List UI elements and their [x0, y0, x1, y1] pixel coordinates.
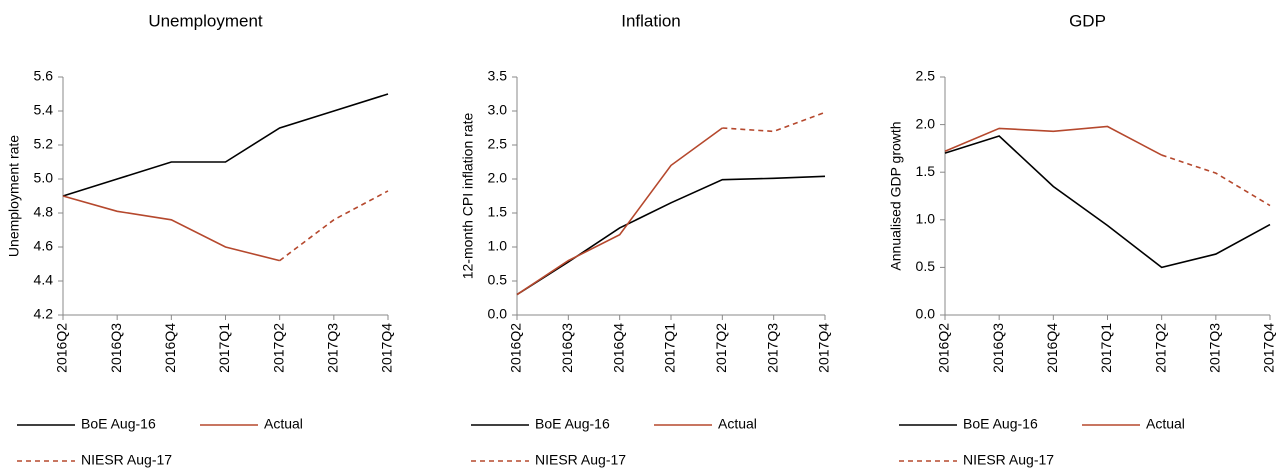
x-tick-label: 2017Q3	[764, 323, 780, 373]
y-tick-label: 2.0	[916, 115, 936, 131]
y-tick-label: 2.5	[916, 68, 936, 84]
legend-label: NIESR Aug-17	[535, 452, 626, 468]
legend-label: Actual	[1146, 416, 1185, 432]
legend-label: BoE Aug-16	[81, 416, 156, 432]
series-line	[516, 175, 826, 296]
series-line	[944, 125, 1163, 156]
legend-label: Actual	[718, 416, 757, 432]
x-tick-label: 2017Q1	[1098, 323, 1114, 373]
x-tick-label: 2016Q3	[990, 323, 1006, 373]
y-tick-label: 4.2	[34, 306, 54, 322]
y-axis-label: 12-month CPI inflation rate	[460, 113, 476, 280]
y-tick-label: 0.0	[916, 306, 936, 322]
series-line	[516, 127, 723, 296]
y-tick-label: 5.2	[34, 136, 54, 152]
series-line	[944, 135, 1271, 269]
x-tick-label: 2016Q4	[1044, 323, 1060, 373]
x-tick-label: 2017Q1	[662, 323, 678, 373]
x-tick-label: 2017Q4	[1261, 323, 1277, 373]
y-tick-label: 5.0	[34, 170, 54, 186]
legend-label: NIESR Aug-17	[81, 452, 172, 468]
x-tick-label: 2017Q4	[379, 323, 395, 373]
x-tick-label: 2016Q4	[610, 323, 626, 373]
x-tick-label: 2016Q4	[162, 323, 178, 373]
y-axis-label: Annualised GDP growth	[888, 121, 904, 270]
legend-label: BoE Aug-16	[535, 416, 610, 432]
x-tick-label: 2016Q3	[559, 323, 575, 373]
x-tick-label: 2017Q1	[216, 323, 232, 373]
chart-title: Inflation	[621, 11, 681, 30]
y-tick-label: 1.5	[916, 163, 936, 179]
x-tick-label: 2017Q3	[1207, 323, 1223, 373]
chart-title: Unemployment	[148, 11, 263, 30]
x-tick-label: 2016Q2	[54, 323, 70, 373]
x-tick-label: 2016Q2	[508, 323, 524, 373]
y-tick-label: 3.5	[488, 68, 508, 84]
y-tick-label: 2.0	[488, 170, 508, 186]
series-line	[62, 195, 280, 262]
y-tick-label: 2.5	[488, 136, 508, 152]
y-tick-label: 0.0	[488, 306, 508, 322]
x-tick-label: 2016Q2	[936, 323, 952, 373]
y-tick-label: 1.0	[488, 238, 508, 254]
series-line	[1161, 154, 1271, 207]
x-tick-label: 2017Q2	[713, 323, 729, 373]
y-tick-label: 4.8	[34, 204, 54, 220]
series-line	[279, 190, 389, 262]
y-tick-label: 4.6	[34, 238, 54, 254]
x-tick-label: 2017Q2	[270, 323, 286, 373]
y-axis-label: Unemployment rate	[6, 135, 22, 257]
y-tick-label: 4.4	[34, 272, 54, 288]
x-tick-label: 2017Q2	[1152, 323, 1168, 373]
x-tick-label: 2016Q3	[108, 323, 124, 373]
legend-label: BoE Aug-16	[963, 416, 1038, 432]
y-tick-label: 0.5	[488, 272, 508, 288]
y-tick-label: 5.4	[34, 102, 54, 118]
y-tick-label: 1.5	[488, 204, 508, 220]
y-tick-label: 1.0	[916, 211, 936, 227]
y-tick-label: 0.5	[916, 258, 936, 274]
chart-title: GDP	[1069, 11, 1106, 30]
legend-label: NIESR Aug-17	[963, 452, 1054, 468]
series-line	[722, 111, 826, 133]
y-tick-label: 3.0	[488, 102, 508, 118]
legend-label: Actual	[264, 416, 303, 432]
x-tick-label: 2017Q4	[816, 323, 832, 373]
y-tick-label: 5.6	[34, 68, 54, 84]
series-line	[62, 93, 389, 197]
x-tick-label: 2017Q3	[325, 323, 341, 373]
